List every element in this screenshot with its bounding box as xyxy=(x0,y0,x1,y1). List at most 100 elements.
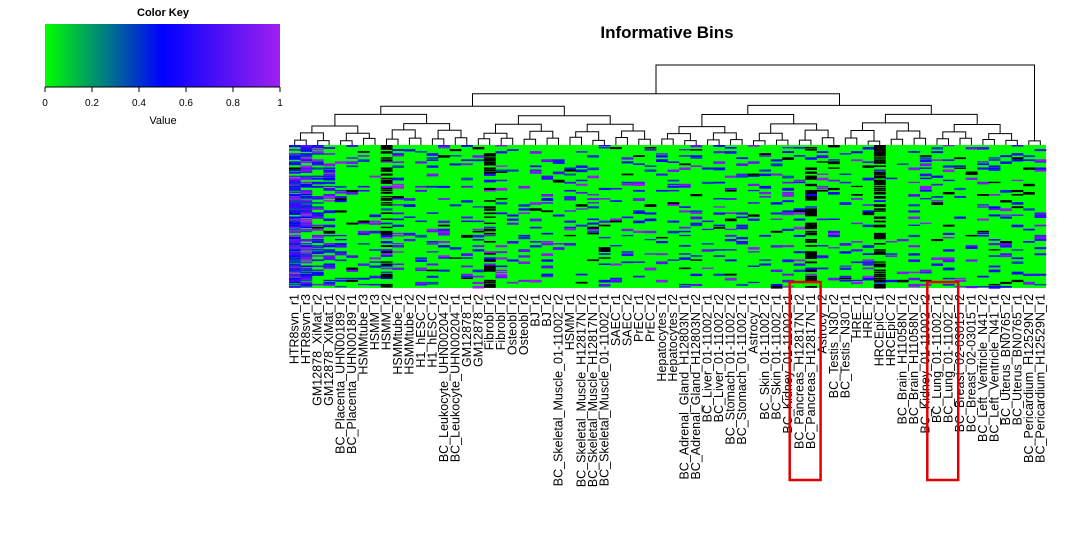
heatmap-cell xyxy=(483,253,496,255)
heatmap-cell xyxy=(529,226,542,229)
heatmap-cell xyxy=(575,169,588,173)
heatmap-cell xyxy=(392,234,404,237)
column-label: GM12878_r2 xyxy=(471,294,485,367)
heatmap-cell xyxy=(931,183,944,186)
heatmap-cell xyxy=(300,228,313,231)
heatmap-cell xyxy=(300,196,313,198)
heatmap-cell xyxy=(564,243,577,246)
heatmap-cell xyxy=(816,185,829,188)
heatmap-cell xyxy=(828,167,840,169)
heatmap-cell xyxy=(873,271,886,274)
heatmap-cell xyxy=(369,249,382,251)
heatmap-cell xyxy=(1000,243,1012,246)
heatmap-cell xyxy=(919,279,932,282)
heatmap-cell xyxy=(380,273,393,276)
heatmap-cell xyxy=(1000,281,1012,284)
heatmap-cell xyxy=(1023,191,1035,195)
heatmap-cell xyxy=(988,285,1001,289)
heatmap-cell xyxy=(483,169,496,172)
heatmap-cell xyxy=(713,249,726,251)
heatmap-cell xyxy=(449,163,462,166)
heatmap-cell xyxy=(323,249,336,252)
dendrogram-branch xyxy=(575,131,600,141)
heatmap-cell xyxy=(736,157,749,160)
heatmap-cell xyxy=(461,275,473,279)
heatmap-cell xyxy=(621,251,634,253)
heatmap-cell xyxy=(816,177,829,181)
heatmap-cell xyxy=(678,210,691,213)
heatmap-cell xyxy=(954,279,967,282)
heatmap-cell xyxy=(690,149,703,151)
dendrogram-branch xyxy=(667,133,691,141)
heatmap-cell xyxy=(323,163,336,167)
heatmap-cell xyxy=(426,263,439,266)
heatmap-cell xyxy=(690,210,703,213)
heatmap-cell xyxy=(919,198,932,200)
heatmap-cell xyxy=(483,222,496,224)
heatmap-cell xyxy=(392,155,404,157)
heatmap-cell xyxy=(300,191,313,195)
heatmap-cell xyxy=(873,243,886,245)
dendrogram-branch xyxy=(776,139,789,145)
heatmap-cell xyxy=(667,185,680,188)
heatmap-cell xyxy=(518,236,531,240)
column-label: BC_Placenta_UHN00189_r2 xyxy=(334,294,348,454)
heatmap-cell xyxy=(862,267,875,270)
heatmap-cell xyxy=(873,187,886,190)
heatmap-cell xyxy=(782,151,794,154)
heatmap-cell xyxy=(782,191,794,194)
column-label: BC_Adrenal_Gland_H12803N_r1 xyxy=(678,294,692,480)
heatmap-cell xyxy=(621,173,634,176)
heatmap-cell xyxy=(461,159,473,162)
heatmap-cell xyxy=(300,204,313,207)
heatmap-cell xyxy=(977,167,989,170)
heatmap-cell xyxy=(541,259,554,262)
heatmap-cell xyxy=(908,181,921,184)
heatmap-cell xyxy=(575,281,588,284)
heatmap-cell xyxy=(357,263,370,266)
heatmap-cell xyxy=(805,177,817,180)
heatmap-cell xyxy=(873,224,886,228)
heatmap-cell xyxy=(701,167,714,170)
column-label: HRCEpiC_r1 xyxy=(873,294,887,366)
column-label: BC_Placenta_UHN00189_r1 xyxy=(345,294,359,454)
heatmap-cell xyxy=(334,200,347,203)
heatmap-cell xyxy=(426,165,439,168)
heatmap-cell xyxy=(564,226,577,229)
heatmap-cell xyxy=(426,269,439,272)
heatmap-cell xyxy=(701,267,714,270)
heatmap-cell xyxy=(839,202,852,205)
column-label: BC_Pericardium_H12529N_r1 xyxy=(1033,294,1047,463)
dendrogram-branch xyxy=(913,137,927,145)
heatmap-cell xyxy=(724,218,737,222)
heatmap-cell xyxy=(438,224,450,227)
heatmap-cell xyxy=(564,228,577,231)
heatmap-cell xyxy=(323,153,336,155)
heatmap-cell xyxy=(610,245,622,247)
heatmap-cell xyxy=(633,181,645,185)
heatmap-cell xyxy=(1011,189,1024,193)
heatmap-cell xyxy=(644,149,657,151)
heatmap-cell xyxy=(300,175,313,178)
heatmap-cell xyxy=(873,175,886,179)
heatmap-cell xyxy=(392,218,404,221)
heatmap-cell xyxy=(656,241,668,244)
heatmap-cell xyxy=(300,271,313,274)
heatmap-cell xyxy=(644,238,657,241)
heatmap-cell xyxy=(851,241,863,243)
heatmap-cell xyxy=(908,210,921,213)
dendrogram-branch xyxy=(850,130,875,142)
heatmap-cell xyxy=(289,210,301,213)
heatmap-cell xyxy=(289,218,301,221)
heatmap-cell xyxy=(369,222,382,225)
heatmap-cell xyxy=(919,269,932,272)
heatmap-cell xyxy=(713,224,726,227)
heatmap-cell xyxy=(1011,206,1024,209)
heatmap-cell xyxy=(300,283,313,286)
heatmap-cell xyxy=(633,189,645,192)
heatmap-cell xyxy=(690,145,703,148)
heatmap-cell xyxy=(529,169,542,172)
heatmap-cell xyxy=(300,177,313,181)
heatmap-cell xyxy=(323,234,336,237)
heatmap-cell xyxy=(346,157,359,159)
